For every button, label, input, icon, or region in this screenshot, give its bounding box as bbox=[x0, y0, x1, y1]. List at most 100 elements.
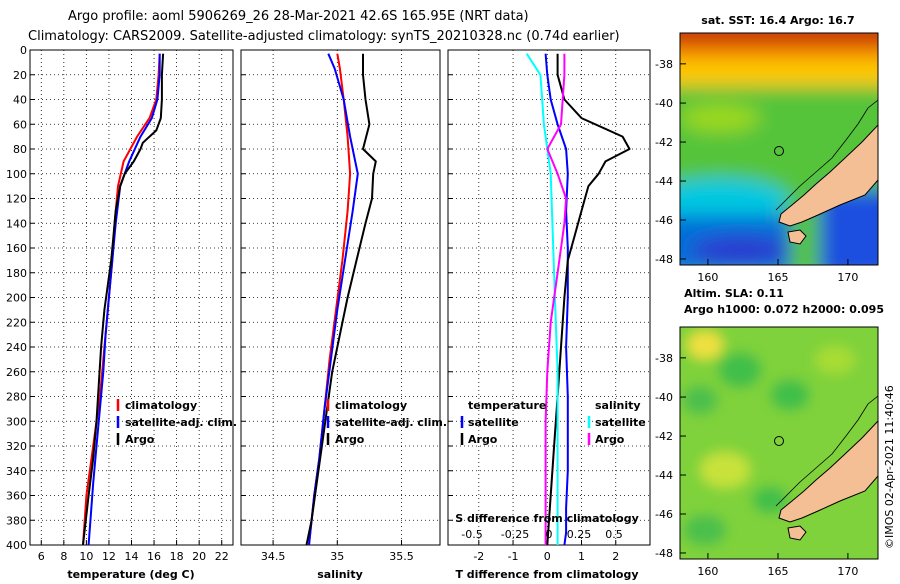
temperature-xlabel: temperature (deg C) bbox=[67, 568, 194, 580]
map-lat-label: -38 bbox=[655, 352, 673, 365]
x-tick-label: 18 bbox=[170, 550, 184, 563]
argo-float-marker bbox=[774, 146, 784, 156]
x-tick-label: 16 bbox=[147, 550, 161, 563]
legend-label-argo: Argo bbox=[335, 433, 365, 446]
series-line-salinity-argo bbox=[544, 53, 568, 545]
y-tick-label: 60 bbox=[13, 118, 27, 131]
map-lon-label: 165 bbox=[768, 271, 789, 284]
sst-map: -38 -40 -42 -44 -46 -48 160 165 170 bbox=[655, 32, 879, 284]
x-tick-label: 0 bbox=[544, 550, 551, 563]
y-tick-label: 40 bbox=[13, 94, 27, 107]
legend-label-satellite-adj: satellite-adj. clim. bbox=[335, 416, 447, 429]
x-tick-label: 14 bbox=[125, 550, 139, 563]
legend-label-satellite-adj: satellite-adj. clim. bbox=[125, 416, 237, 429]
imos-credit: ©IMOS 02-Apr-2021 11:40:46 bbox=[883, 385, 896, 549]
new-zealand-land bbox=[778, 124, 878, 227]
x-tick-label: 8 bbox=[60, 550, 67, 563]
map-lon-label: 160 bbox=[697, 565, 718, 578]
y-tick-label: 260 bbox=[6, 366, 27, 379]
sla-map: -38 -40 -42 -44 -46 -48 160 165 170 bbox=[655, 326, 879, 578]
x-tick-label: 1 bbox=[578, 550, 585, 563]
new-zealand-land bbox=[778, 420, 878, 523]
map-lon-label: 170 bbox=[837, 565, 858, 578]
difference-panel: -2 -1 0 1 2 -0.5 -0.25 0 0.25 0.5 S difference fr… bbox=[447, 49, 651, 581]
x-tick-label: 22 bbox=[215, 550, 229, 563]
temperature-legend: climatology satellite-adj. clim. Argo bbox=[116, 399, 237, 446]
y-tick-label: 20 bbox=[13, 69, 27, 82]
top-axis-tick-label: -0.5 bbox=[461, 528, 482, 541]
map-lat-label: -42 bbox=[655, 136, 673, 149]
series-line-argo bbox=[305, 53, 377, 545]
y-tick-label: 400 bbox=[6, 539, 27, 552]
top-axis-tick-label: 0.5 bbox=[605, 528, 623, 541]
top-axis-tick-label: 0 bbox=[546, 528, 553, 541]
map-lat-label: -48 bbox=[655, 547, 673, 560]
x-tick-label: 35 bbox=[330, 550, 344, 563]
map-lat-label: -44 bbox=[655, 469, 673, 482]
map-lat-label: -44 bbox=[655, 175, 673, 188]
y-tick-label: 280 bbox=[6, 391, 27, 404]
temperature-panel: 6 8 10 12 14 16 18 20 22020406080100120140160180… bbox=[6, 44, 234, 581]
sst-map-title: sat. SST: 16.4 Argo: 16.7 bbox=[701, 14, 854, 27]
map-lat-label: -40 bbox=[655, 391, 673, 404]
salinity-xlabel: salinity bbox=[317, 568, 363, 580]
x-tick-label: 12 bbox=[102, 550, 116, 563]
salinity-legend: climatology satellite-adj. clim. Argo bbox=[326, 399, 447, 446]
map-lat-label: -40 bbox=[655, 97, 673, 110]
x-tick-label: 2 bbox=[612, 550, 619, 563]
sla-map-frame bbox=[679, 326, 879, 560]
header-line-2: Climatology: CARS2009. Satellite-adjuste… bbox=[28, 29, 620, 44]
y-tick-label: 220 bbox=[6, 316, 27, 329]
map-lon-label: 165 bbox=[768, 565, 789, 578]
x-tick-label: 35.5 bbox=[389, 550, 414, 563]
difference-xlabel: T difference from climatology bbox=[455, 568, 638, 580]
y-tick-label: 140 bbox=[6, 217, 27, 230]
legend-label-sal-satellite: satellite bbox=[595, 416, 646, 429]
new-zealand-outline bbox=[775, 99, 878, 211]
y-tick-label: 160 bbox=[6, 242, 27, 255]
legend-label-climatology: climatology bbox=[335, 399, 407, 412]
header-line-1: Argo profile: aoml 5906269_26 28-Mar-202… bbox=[68, 9, 529, 24]
y-tick-label: 240 bbox=[6, 341, 27, 354]
salinity-plot-frame bbox=[240, 49, 441, 546]
difference-legend: temperature satellite Argo salinity sate… bbox=[460, 399, 646, 446]
y-tick-label: 380 bbox=[6, 514, 27, 527]
y-tick-label: 320 bbox=[6, 440, 27, 453]
series-line-temperature-satellite bbox=[544, 53, 569, 545]
map-lat-label: -42 bbox=[655, 430, 673, 443]
y-tick-label: 300 bbox=[6, 415, 27, 428]
map-lat-label: -46 bbox=[655, 214, 673, 227]
y-tick-label: 180 bbox=[6, 267, 27, 280]
sla-map-title-2: Argo h1000: 0.072 h2000: 0.095 bbox=[684, 303, 884, 316]
x-tick-label: -2 bbox=[473, 550, 484, 563]
series-line-salinity-satellite bbox=[525, 53, 559, 545]
x-tick-label: 6 bbox=[38, 550, 45, 563]
legend-heading-salinity: salinity bbox=[595, 399, 641, 412]
y-tick-label: 0 bbox=[20, 44, 27, 57]
y-tick-label: 120 bbox=[6, 193, 27, 206]
y-tick-label: 200 bbox=[6, 292, 27, 305]
y-tick-label: 360 bbox=[6, 490, 27, 503]
series-line-argo bbox=[82, 53, 165, 545]
stewart-island bbox=[787, 525, 807, 541]
stewart-island bbox=[787, 229, 807, 245]
x-tick-label: 10 bbox=[79, 550, 93, 563]
y-tick-label: 80 bbox=[13, 143, 27, 156]
legend-label-climatology: climatology bbox=[125, 399, 197, 412]
legend-heading-temperature: temperature bbox=[468, 399, 546, 412]
legend-label-temp-argo: Argo bbox=[468, 433, 498, 446]
x-tick-label: -1 bbox=[508, 550, 519, 563]
legend-label-temp-satellite: satellite bbox=[468, 416, 519, 429]
y-tick-label: 340 bbox=[6, 465, 27, 478]
x-tick-label: 20 bbox=[192, 550, 206, 563]
sst-map-frame bbox=[679, 32, 879, 266]
map-lon-label: 170 bbox=[837, 271, 858, 284]
sla-map-title-1: Altim. SLA: 0.11 bbox=[684, 287, 784, 300]
x-tick-label: 34.5 bbox=[261, 550, 286, 563]
map-lon-label: 160 bbox=[697, 271, 718, 284]
top-axis-tick-label: -0.25 bbox=[501, 528, 529, 541]
map-lat-label: -38 bbox=[655, 58, 673, 71]
series-line-satellite-adj-clim- bbox=[87, 53, 161, 545]
salinity-panel: 34.5 35 35.5 salinity bbox=[240, 49, 441, 581]
